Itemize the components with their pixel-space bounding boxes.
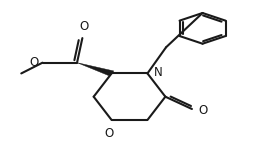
Text: O: O	[29, 56, 38, 69]
Text: O: O	[79, 20, 88, 33]
Text: O: O	[199, 104, 208, 117]
Text: O: O	[104, 127, 113, 140]
Text: N: N	[154, 66, 163, 79]
Polygon shape	[77, 63, 114, 76]
